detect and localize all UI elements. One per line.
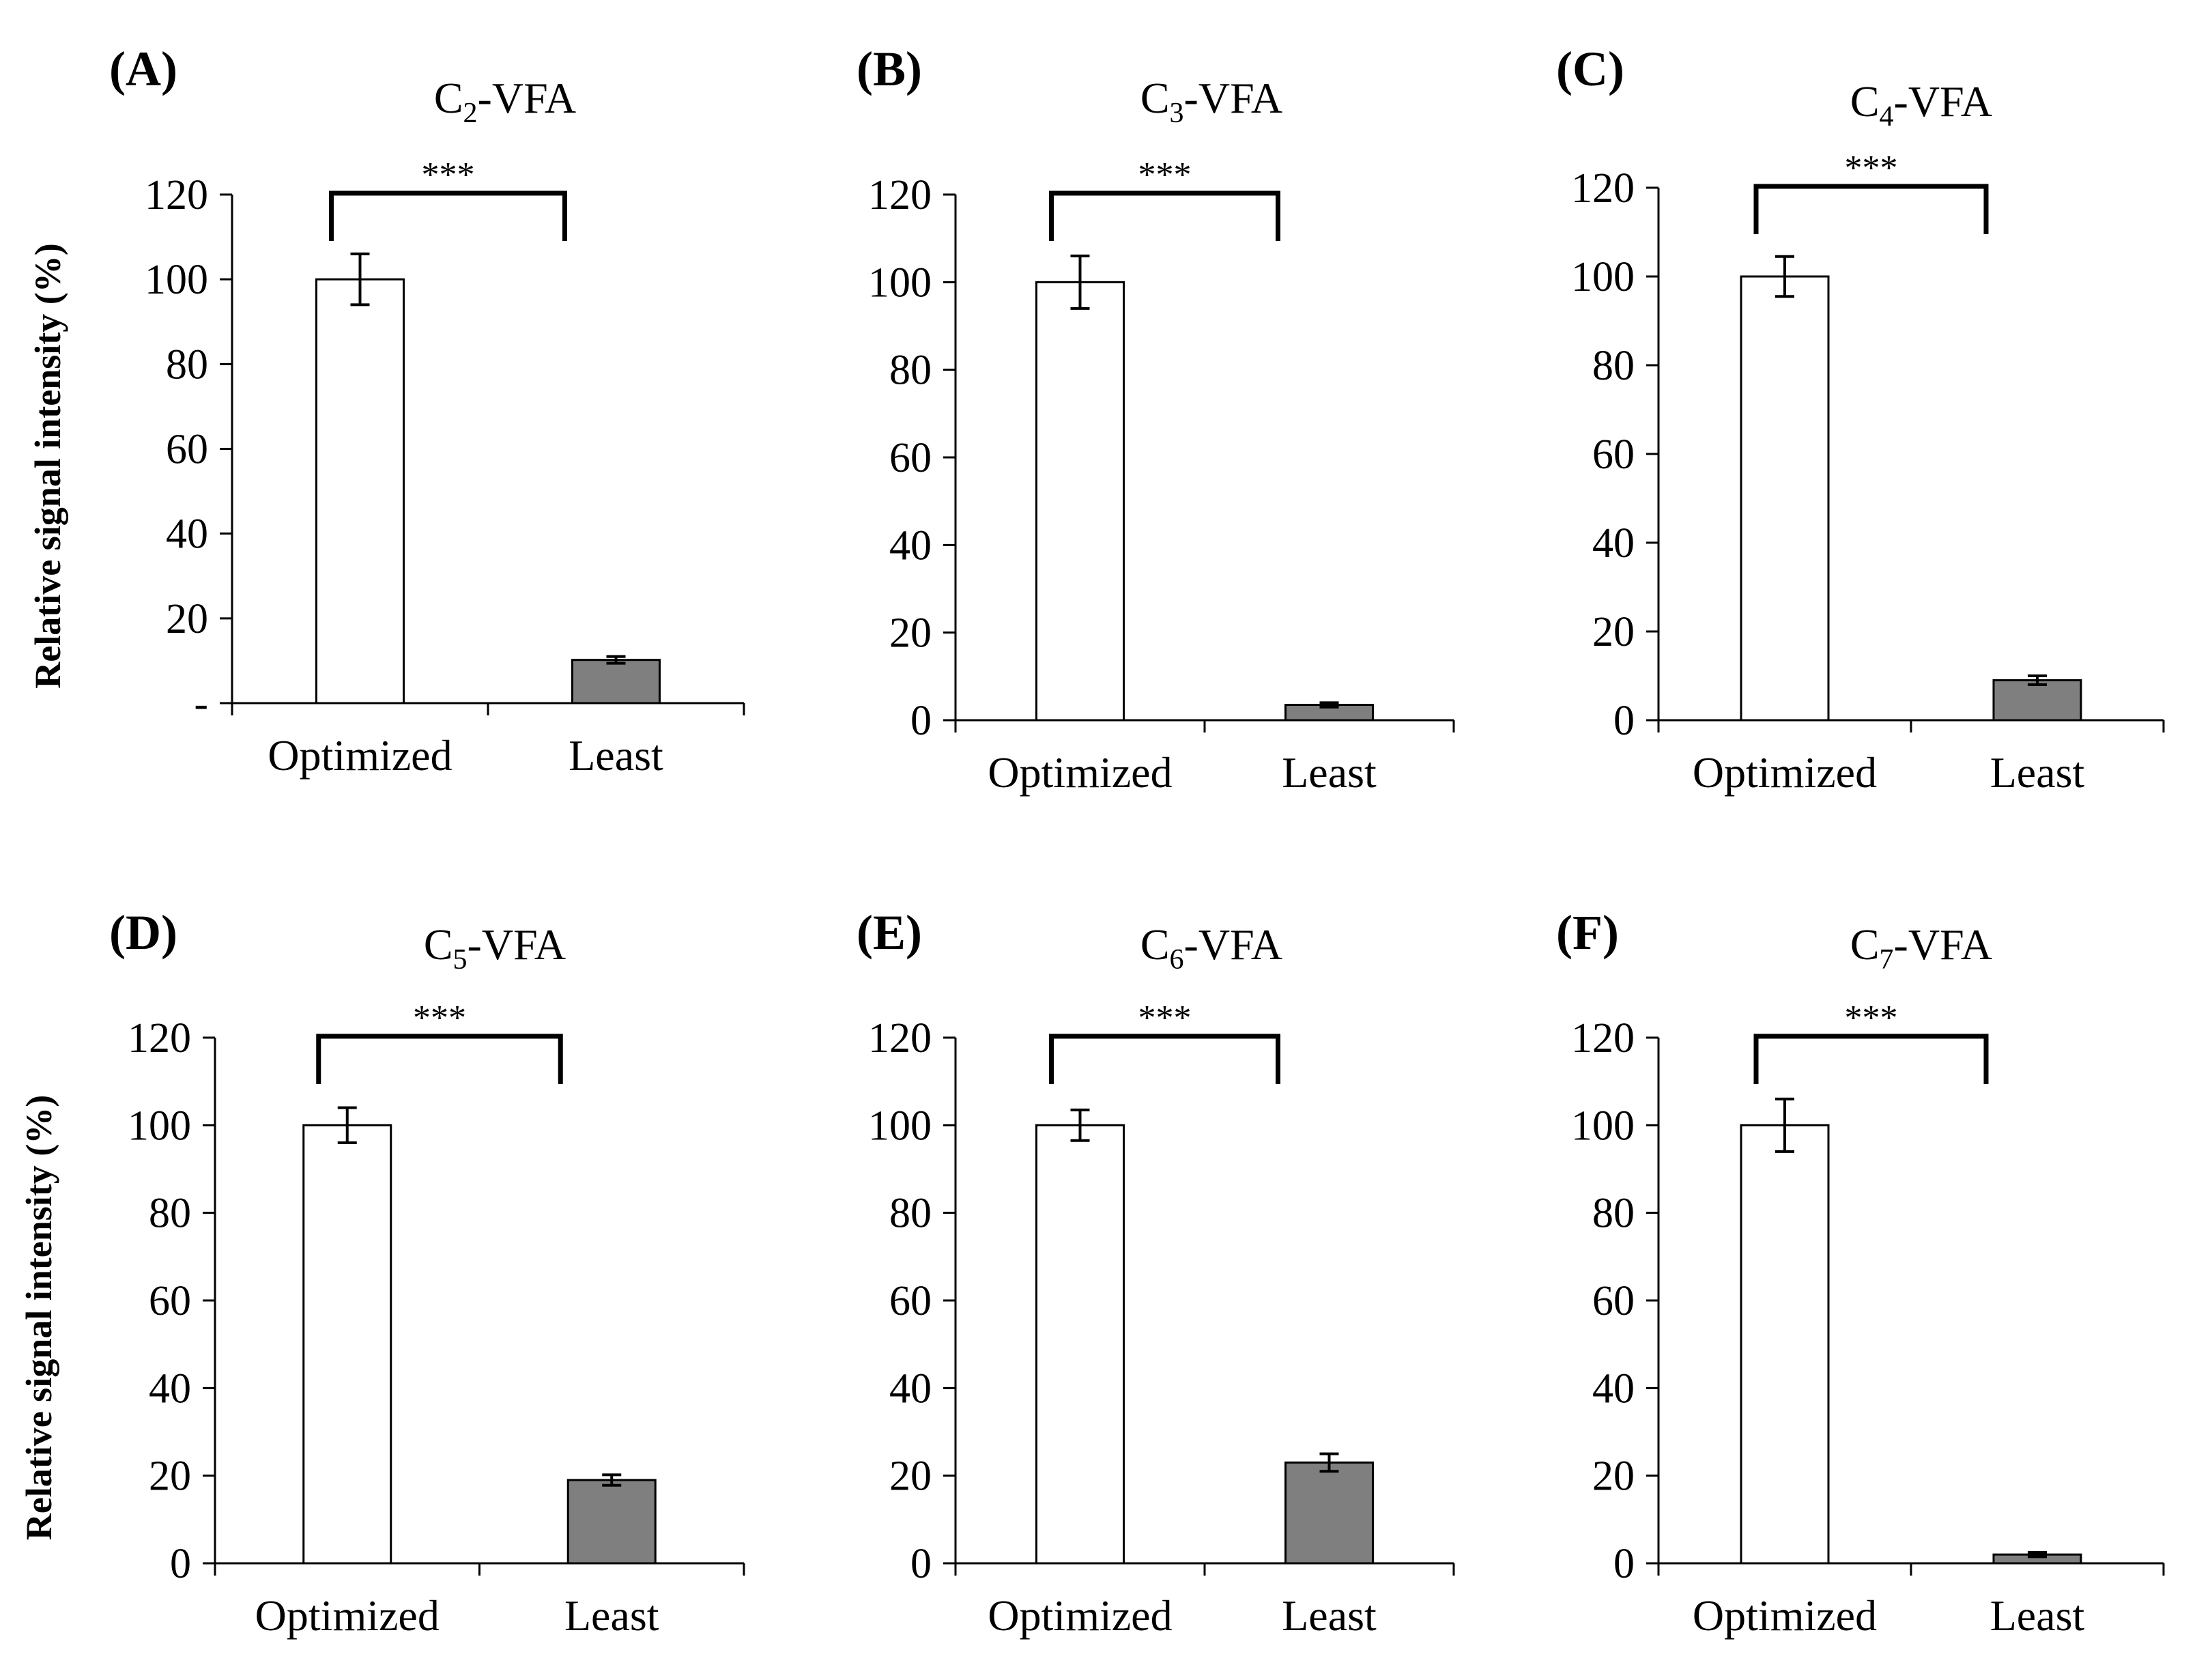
chart-title: C6-VFA	[1140, 920, 1282, 976]
y-tick-label: 60	[889, 1278, 932, 1324]
y-tick-label: 0	[910, 698, 932, 744]
y-tick-label: 40	[889, 1365, 932, 1412]
x-category-label: Least	[1990, 748, 2085, 797]
x-category-label: Least	[564, 1591, 659, 1640]
y-tick-label: 120	[868, 172, 932, 218]
panel-label: (B)	[857, 42, 922, 96]
x-category-label: Optimized	[988, 1591, 1172, 1640]
chart-title: C4-VFA	[1850, 77, 1992, 132]
bar-least	[571, 659, 661, 705]
y-tick-label: 80	[149, 1191, 191, 1237]
y-tick-label: 40	[1592, 520, 1635, 567]
bar-optimized	[1035, 1124, 1125, 1565]
y-tick-label: 20	[1592, 609, 1635, 655]
panel-label: (F)	[1556, 905, 1619, 960]
y-tick-label: 20	[889, 610, 932, 657]
y-tick-label: 60	[166, 427, 208, 473]
x-category-label: Optimized	[1693, 1591, 1877, 1640]
y-axis-label: Relative signal intensity (%)	[27, 243, 68, 688]
y-tick-label: 40	[889, 522, 932, 569]
significance-label: ***	[422, 156, 475, 195]
y-tick-label: 120	[868, 1015, 932, 1062]
significance-bracket	[1049, 190, 1280, 241]
y-tick-label: 0	[1613, 1541, 1635, 1587]
y-tick-label: 20	[149, 1453, 191, 1500]
y-tick-label: 80	[166, 341, 208, 388]
y-tick-label: 80	[889, 347, 932, 394]
significance-bracket	[329, 190, 567, 241]
x-category-label: Least	[569, 731, 663, 780]
x-category-label: Optimized	[1693, 748, 1877, 797]
chart-panel-b: (B) C3-VFA 0 20 40 60 80 100 120 Optimized Least **…	[857, 42, 1455, 797]
significance-bracket	[1753, 184, 1989, 234]
significance-bracket	[316, 1034, 563, 1084]
y-tick-label: 80	[889, 1191, 932, 1237]
y-tick-label: 0	[1613, 698, 1635, 744]
y-tick-label: 100	[145, 257, 208, 303]
y-tick-label: 20	[166, 596, 208, 642]
y-tick-label: 100	[1571, 1102, 1635, 1149]
y-tick-label: 0	[910, 1541, 932, 1587]
significance-bracket	[1753, 1034, 1989, 1084]
chart-title: C7-VFA	[1850, 920, 1992, 976]
chart-panel-c: (C) C4-VFA 0 20 40 60 80 100 120 Optimized Least **…	[1556, 42, 2165, 797]
chart-title: C2-VFA	[434, 74, 576, 129]
panel-label: (E)	[857, 905, 922, 960]
y-tick-label: 100	[1571, 254, 1635, 300]
y-tick-label: 120	[1571, 1015, 1635, 1062]
x-category-label: Optimized	[255, 1591, 440, 1640]
chart-title: C5-VFA	[424, 920, 566, 976]
y-tick-label: 40	[1592, 1365, 1635, 1412]
chart-title: C3-VFA	[1140, 74, 1282, 129]
panel-label: (C)	[1556, 42, 1624, 96]
x-category-label: Least	[1282, 748, 1377, 797]
chart-panel-f: (F) C7-VFA 0 20 40 60 80 100 120 Optimized Least **…	[1556, 905, 2165, 1640]
bar-least	[1284, 1461, 1374, 1565]
y-tick-label: 80	[1592, 343, 1635, 389]
bar-least	[1992, 679, 2082, 722]
x-category-label: Optimized	[988, 748, 1172, 797]
y-tick-label: 60	[1592, 431, 1635, 478]
bar-optimized	[1740, 275, 1830, 722]
y-tick-label: 60	[1592, 1278, 1635, 1324]
y-tick-label: 40	[149, 1365, 191, 1412]
y-tick-label: 40	[166, 511, 208, 558]
y-tick-label: 60	[149, 1278, 191, 1324]
y-tick-label: 120	[1571, 165, 1635, 212]
y-tick-label: -	[194, 681, 208, 727]
bar-optimized	[1035, 281, 1125, 722]
significance-label: ***	[1845, 149, 1898, 188]
chart-panel-e: (E) C6-VFA 0 20 40 60 80 100 120 Optimized Least **…	[857, 905, 1455, 1640]
significance-label: ***	[413, 999, 466, 1038]
x-category-label: Least	[1990, 1591, 2085, 1640]
bar-optimized	[315, 278, 405, 705]
y-tick-label: 20	[889, 1453, 932, 1500]
chart-panel-d: (D) C5-VFA 0 20 40 60 80 100 120 Optimized Least **…	[18, 905, 745, 1640]
y-tick-label: 20	[1592, 1453, 1635, 1500]
significance-label: ***	[1138, 156, 1192, 195]
bar-optimized	[1740, 1124, 1830, 1565]
y-tick-label: 100	[128, 1102, 191, 1149]
chart-panel-a: (A) C2-VFA - 20 40 60 80 100 120 Optimized Least **…	[27, 42, 745, 780]
bar-least	[566, 1479, 657, 1565]
x-category-label: Optimized	[268, 731, 452, 780]
y-tick-label: 120	[145, 172, 208, 218]
significance-label: ***	[1845, 999, 1898, 1038]
y-tick-label: 60	[889, 435, 932, 481]
significance-bracket	[1049, 1034, 1280, 1084]
y-tick-label: 80	[1592, 1191, 1635, 1237]
y-tick-label: 100	[868, 259, 932, 306]
significance-label: ***	[1138, 999, 1192, 1038]
y-tick-label: 100	[868, 1102, 932, 1149]
y-tick-label: 120	[128, 1015, 191, 1062]
bar-optimized	[302, 1124, 392, 1565]
y-tick-label: 0	[170, 1541, 191, 1587]
y-axis-label: Relative signal intensity (%)	[18, 1095, 59, 1540]
panel-label: (D)	[109, 905, 177, 960]
x-category-label: Least	[1282, 1591, 1377, 1640]
panel-label: (A)	[109, 42, 177, 96]
